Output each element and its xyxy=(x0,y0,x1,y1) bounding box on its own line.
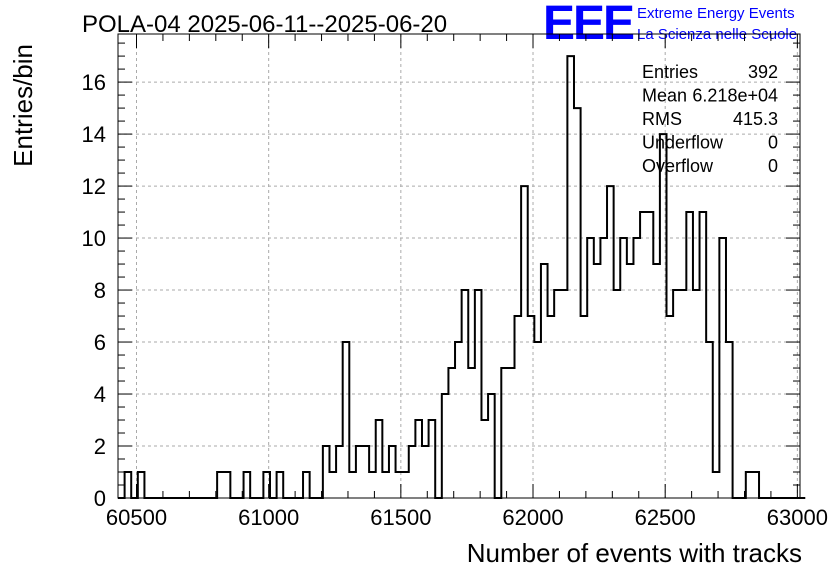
stats-value: 0 xyxy=(768,156,778,176)
y-tick-label: 2 xyxy=(94,434,106,459)
logo-line1: Extreme Energy Events xyxy=(637,5,795,22)
y-axis-label: Entries/bin xyxy=(8,44,38,167)
stats-value: 0 xyxy=(768,133,778,153)
y-tick-label: 10 xyxy=(82,226,106,251)
stats-label: RMS xyxy=(642,109,682,129)
stats-label: Underflow xyxy=(642,133,724,153)
stats-label: Entries xyxy=(642,62,698,82)
histogram-line xyxy=(118,55,806,499)
y-tick-label: 12 xyxy=(82,174,106,199)
stats-value: 415.3 xyxy=(733,109,778,129)
stats-label: Mean xyxy=(642,86,687,106)
x-tick-label: 61000 xyxy=(238,505,299,530)
x-tick-label: 61500 xyxy=(370,505,431,530)
x-axis-label: Number of events with tracks xyxy=(467,538,802,568)
y-tick-label: 4 xyxy=(94,382,106,407)
y-axis: 0 2 4 6 8 10 12 14 16 xyxy=(82,42,800,511)
stats-value: 392 xyxy=(748,62,778,82)
x-tick-label: 63000 xyxy=(767,505,828,530)
y-tick-label: 8 xyxy=(94,278,106,303)
y-tick-label: 16 xyxy=(82,70,106,95)
x-tick-label: 62500 xyxy=(635,505,696,530)
plot-area: 60500 61000 61500 62000 62500 63000 0 2 4 6 8 10 12… xyxy=(82,33,828,530)
stats-box: Entries 392 Mean 6.218e+04 RMS 415.3 Underflow… xyxy=(642,62,778,176)
stats-label: Overflow xyxy=(642,156,714,176)
x-tick-label: 62000 xyxy=(502,505,563,530)
grid xyxy=(118,34,800,499)
x-tick-label: 60500 xyxy=(106,505,167,530)
plot-frame xyxy=(117,33,801,499)
y-tick-label: 0 xyxy=(94,486,106,511)
stats-value: 6.218e+04 xyxy=(692,86,778,106)
x-axis: 60500 61000 61500 62000 62500 63000 xyxy=(106,34,828,530)
y-tick-label: 14 xyxy=(82,122,106,147)
eee-logo: EEE Extreme Energy Events La Scienza nel… xyxy=(543,0,797,50)
logo-mark: EEE xyxy=(543,0,634,50)
y-tick-label: 6 xyxy=(94,330,106,355)
